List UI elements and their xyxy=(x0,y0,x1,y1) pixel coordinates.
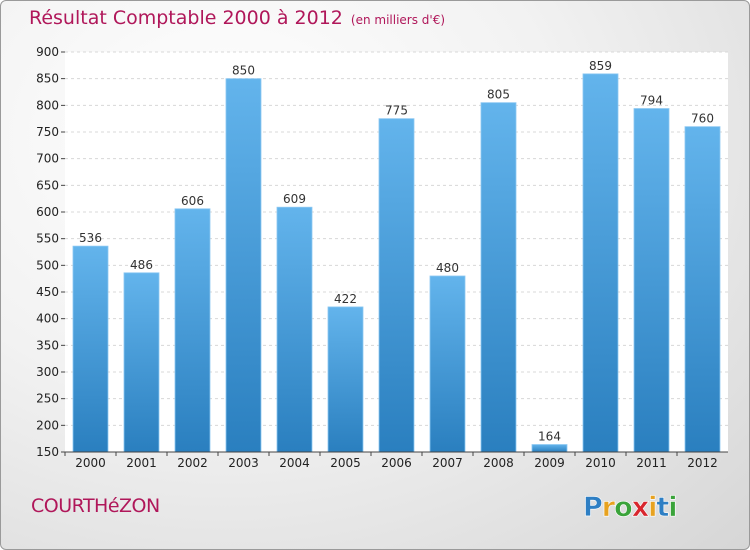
x-tick-label-2009: 2009 xyxy=(534,456,565,470)
x-tick-label-2012: 2012 xyxy=(687,456,718,470)
x-tick-label-2001: 2001 xyxy=(126,456,157,470)
bar-2002 xyxy=(174,208,211,453)
town-name: COURTHéZON xyxy=(31,495,160,517)
bar-2005 xyxy=(327,306,364,453)
data-label-2002: 606 xyxy=(181,194,204,208)
y-tick-label: 200 xyxy=(36,418,59,432)
proxiti-logo: Proxiti xyxy=(583,492,678,524)
bar-2011 xyxy=(633,108,670,453)
y-tick-label: 850 xyxy=(36,72,59,86)
y-tick-label: 400 xyxy=(36,312,59,326)
bar-2000 xyxy=(72,245,109,453)
y-tick-label: 300 xyxy=(36,365,59,379)
y-tick-label: 700 xyxy=(36,152,59,166)
x-tick-label-2002: 2002 xyxy=(177,456,208,470)
y-tick-label: 650 xyxy=(36,178,59,192)
y-tick-label: 250 xyxy=(36,392,59,406)
y-axis-ticks: 150 200 250 300 350 400 450 500 550 600 650 700 750 8… xyxy=(36,45,65,459)
data-label-2012: 760 xyxy=(691,112,714,126)
x-tick-label-2003: 2003 xyxy=(228,456,259,470)
bars: 536 486 606 850 609 422 775 480 805 164 859 794 760 xyxy=(72,59,721,453)
x-tick-label-2007: 2007 xyxy=(432,456,463,470)
data-label-2001: 486 xyxy=(130,258,153,272)
bar-2008 xyxy=(480,102,517,453)
x-tick-label-2005: 2005 xyxy=(330,456,361,470)
x-axis-ticks: 2000 2001 2002 2003 2004 2005 2006 2007 2008 2009… xyxy=(64,452,718,470)
chart-title-text: Résultat Comptable 2000 à 2012 xyxy=(29,7,343,29)
y-tick-label: 600 xyxy=(36,205,59,219)
x-tick-label-2008: 2008 xyxy=(483,456,514,470)
bar-2012 xyxy=(684,126,721,453)
x-tick-label-2000: 2000 xyxy=(75,456,106,470)
y-tick-label: 750 xyxy=(36,125,59,139)
data-label-2011: 794 xyxy=(640,94,663,108)
y-tick-label: 150 xyxy=(36,445,59,459)
x-tick-label-2011: 2011 xyxy=(636,456,667,470)
y-tick-label: 550 xyxy=(36,232,59,246)
bar-2006 xyxy=(378,118,415,453)
chart-subtitle: (en milliers d'€) xyxy=(350,13,446,27)
x-tick-label-2010: 2010 xyxy=(585,456,616,470)
data-label-2006: 775 xyxy=(385,104,408,118)
data-label-2005: 422 xyxy=(334,292,357,306)
chart-title: Résultat Comptable 2000 à 2012 (en millie… xyxy=(29,7,445,29)
bar-2009 xyxy=(531,444,568,453)
y-tick-label: 450 xyxy=(36,285,59,299)
y-tick-label: 800 xyxy=(36,98,59,112)
bar-2007 xyxy=(429,275,466,453)
bar-2001 xyxy=(123,272,160,453)
data-label-2010: 859 xyxy=(589,59,612,73)
data-label-2007: 480 xyxy=(436,261,459,275)
data-label-2003: 850 xyxy=(232,64,255,78)
x-tick-label-2006: 2006 xyxy=(381,456,412,470)
data-label-2000: 536 xyxy=(79,231,102,245)
y-tick-label: 350 xyxy=(36,338,59,352)
y-tick-label: 900 xyxy=(36,45,59,59)
data-label-2008: 805 xyxy=(487,88,510,102)
bar-2003 xyxy=(225,78,262,453)
data-label-2004: 609 xyxy=(283,192,306,206)
bar-2004 xyxy=(276,206,313,453)
data-label-2009: 164 xyxy=(538,430,561,444)
bar-2010 xyxy=(582,73,619,453)
x-tick-label-2004: 2004 xyxy=(279,456,310,470)
y-tick-label: 500 xyxy=(36,258,59,272)
svg-text:Proxiti: Proxiti xyxy=(583,492,677,523)
